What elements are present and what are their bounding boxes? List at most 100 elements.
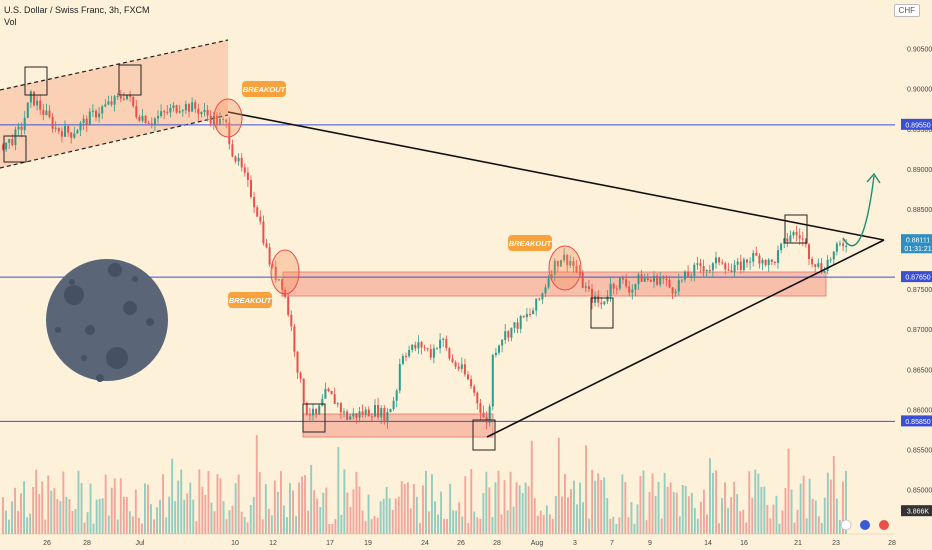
moon-crater	[132, 276, 138, 282]
volume-bar	[530, 440, 533, 534]
x-tick-label: Aug	[531, 540, 544, 547]
candle-body	[197, 108, 200, 115]
candle-body	[801, 238, 804, 240]
volume-bar	[394, 498, 397, 534]
volume-bar	[624, 482, 627, 534]
candle-body	[494, 352, 497, 356]
volume-bar	[760, 486, 763, 534]
volume-bar	[128, 511, 131, 534]
x-tick-label: Jul	[136, 540, 145, 547]
volume-bar	[138, 518, 140, 534]
candle-body	[271, 264, 274, 267]
volume-bar	[842, 481, 844, 534]
candle-body	[5, 142, 8, 150]
volume-bar	[772, 504, 775, 534]
volume-bar	[131, 516, 134, 534]
moon-crater	[123, 301, 137, 315]
candle-body	[839, 243, 841, 245]
volume-bar	[343, 469, 346, 534]
candle-body	[742, 259, 745, 271]
volume-bar	[787, 448, 790, 534]
candle-body	[129, 94, 132, 97]
volume-bar	[80, 482, 83, 534]
candle-body	[572, 261, 575, 266]
moon-crater	[69, 279, 75, 285]
volume-bar	[660, 518, 663, 534]
volume-bar	[684, 486, 687, 534]
candle-body	[330, 391, 333, 395]
candle-body	[36, 100, 39, 106]
price-label: 0.88111	[906, 238, 930, 245]
candle-body	[544, 287, 547, 294]
candle-body	[460, 364, 463, 369]
candle-body	[113, 96, 116, 105]
candle-body	[591, 289, 593, 303]
candle-body	[82, 118, 85, 123]
volume-bar	[243, 517, 246, 534]
candle-body	[222, 118, 225, 120]
volume-bar	[452, 510, 455, 534]
volume-bar	[406, 482, 409, 534]
candle-body	[259, 216, 262, 222]
breakout-label-3: BREAKOUT	[509, 239, 553, 248]
volume-bar	[316, 498, 319, 534]
candle-body	[370, 416, 373, 418]
volume-bar	[273, 480, 276, 534]
volume-bar	[125, 497, 128, 534]
volume-bar	[349, 507, 352, 534]
candle-body	[615, 288, 618, 290]
candle-body	[646, 278, 649, 280]
candle-body	[135, 106, 138, 118]
candle-body	[761, 259, 764, 264]
volume-bar	[379, 501, 382, 534]
volume-bar	[319, 507, 322, 534]
volume-bar	[144, 483, 146, 534]
y-tick-label: 0.86500	[907, 367, 932, 374]
x-tick-label: 16	[740, 540, 748, 547]
volume-bar	[400, 481, 403, 534]
volume-bar	[65, 496, 68, 534]
price-label-bg	[901, 505, 932, 517]
candle-body	[835, 243, 838, 252]
volume-bar	[77, 470, 80, 534]
breakout-label-1: BREAKOUT	[243, 85, 287, 94]
volume-bar	[715, 470, 717, 534]
candle-body	[501, 339, 504, 346]
us-flag-icon	[860, 520, 870, 530]
candle-body	[268, 247, 271, 265]
candle-body	[64, 126, 66, 137]
candle-body	[219, 118, 221, 125]
volume-bar	[482, 493, 485, 534]
candle-body	[516, 322, 519, 329]
candle-body	[73, 133, 76, 138]
volume-bar	[512, 506, 515, 534]
candle-body	[693, 264, 696, 276]
candle-body	[560, 260, 562, 267]
candle-body	[253, 196, 256, 208]
currency-selector[interactable]: CHF	[893, 4, 920, 17]
candle-body	[715, 257, 717, 264]
candle-body	[414, 344, 417, 349]
candle-body	[305, 402, 308, 415]
candle-body	[504, 331, 507, 340]
volume-bar	[500, 514, 503, 534]
volume-bar	[147, 484, 149, 534]
volume-bar	[730, 497, 733, 534]
candle-body	[445, 338, 448, 349]
candle-body	[398, 363, 401, 391]
candle-body	[575, 265, 578, 273]
candle-body	[277, 279, 280, 281]
candle-body	[718, 257, 721, 263]
y-tick-label: 0.88500	[907, 207, 932, 214]
candle-body	[736, 261, 739, 265]
candle-body	[522, 316, 525, 318]
candle-body	[91, 110, 94, 112]
volume-bar	[793, 522, 796, 534]
volume-bar	[234, 483, 237, 534]
candle-body	[361, 411, 364, 415]
volume-bar	[240, 511, 243, 534]
candle-body	[54, 127, 57, 129]
candle-body	[649, 279, 652, 282]
